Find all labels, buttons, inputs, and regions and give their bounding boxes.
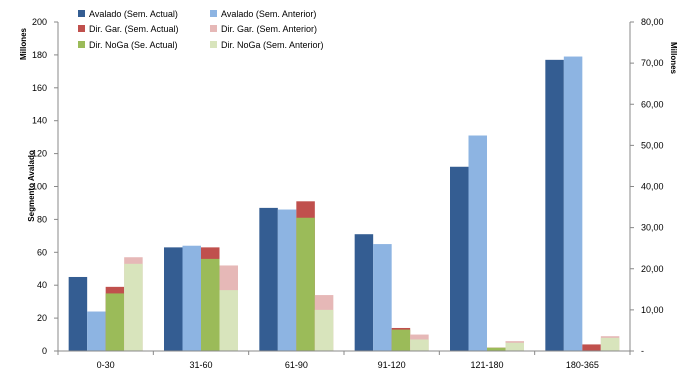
right-tick-label: 10,00 [641,305,664,315]
left-axis-title: Segmento Avalado [27,150,36,222]
legend-swatch [78,25,85,32]
right-tick-label: 50,00 [641,140,664,150]
right-tick-label: 40,00 [641,182,664,192]
left-tick-label: 200 [32,17,47,27]
left-tick-label: 160 [32,83,47,93]
left-tick-label: 0 [42,346,47,356]
x-tick-label: 31-60 [189,360,212,370]
bar [582,344,601,351]
left-tick-label: 180 [32,50,47,60]
legend: Avalado (Sem. Actual) Avalado (Sem. Anter… [78,9,324,50]
legend-swatch [78,10,85,17]
right-tick-label: 30,00 [641,223,664,233]
bar [391,329,411,351]
right-tick-label: 20,00 [641,264,664,274]
bar [277,209,297,351]
bar [124,263,143,351]
bar [487,347,506,351]
bar [87,311,106,351]
bar [545,59,564,352]
left-tick-label: 40 [37,280,47,290]
legend-swatch [210,25,217,32]
right-tick-label: 70,00 [641,58,664,68]
bar [259,207,278,351]
bar [296,217,315,351]
legend-label: Dir. NoGa (Sem. Anterior) [221,40,324,50]
left-tick-label: 80 [37,214,47,224]
bar [182,245,201,351]
legend-label: Dir. Gar. (Sem. Actual) [89,24,179,34]
bar [373,244,392,351]
left-tick-label: 20 [37,313,47,323]
bar [563,56,583,352]
left-axis-unit-label: Millones [19,27,28,60]
bar [164,247,183,351]
legend-label: Avalado (Sem. Actual) [89,9,178,19]
bars-group [68,56,620,352]
bar [450,166,469,351]
bar [68,276,88,351]
bar [219,290,238,351]
right-axis-unit-label: Millones [669,42,677,75]
legend-swatch [210,41,217,48]
left-tick-label: 100 [32,182,47,192]
legend-swatch [210,10,217,17]
x-tick-label: 180-365 [566,360,599,370]
axes-group: 0 20 40 60 80 100 120 140 160 180 200 - 10,00 20,00 30… [32,17,664,370]
bar [505,342,524,351]
bar [314,309,334,351]
bar [354,234,374,351]
x-tick-label: 91-120 [378,360,406,370]
bar [201,258,220,351]
legend-label: Dir. Gar. (Sem. Anterior) [221,24,317,34]
bar [468,135,487,351]
x-tick-label: 0-30 [97,360,115,370]
left-tick-label: 120 [32,149,47,159]
right-tick-label: 80,00 [641,17,664,27]
legend-label: Dir. NoGa (Se. Actual) [89,40,178,50]
bar [105,293,125,351]
legend-label: Avalado (Sem. Anterior) [221,9,316,19]
left-tick-label: 140 [32,116,47,126]
bar [600,337,620,351]
right-tick-label: 60,00 [641,99,664,109]
bar [410,339,429,351]
left-tick-label: 60 [37,247,47,257]
x-tick-label: 121-180 [470,360,503,370]
legend-swatch [78,41,85,48]
right-tick-label: - [641,346,644,356]
x-tick-label: 61-90 [285,360,308,370]
